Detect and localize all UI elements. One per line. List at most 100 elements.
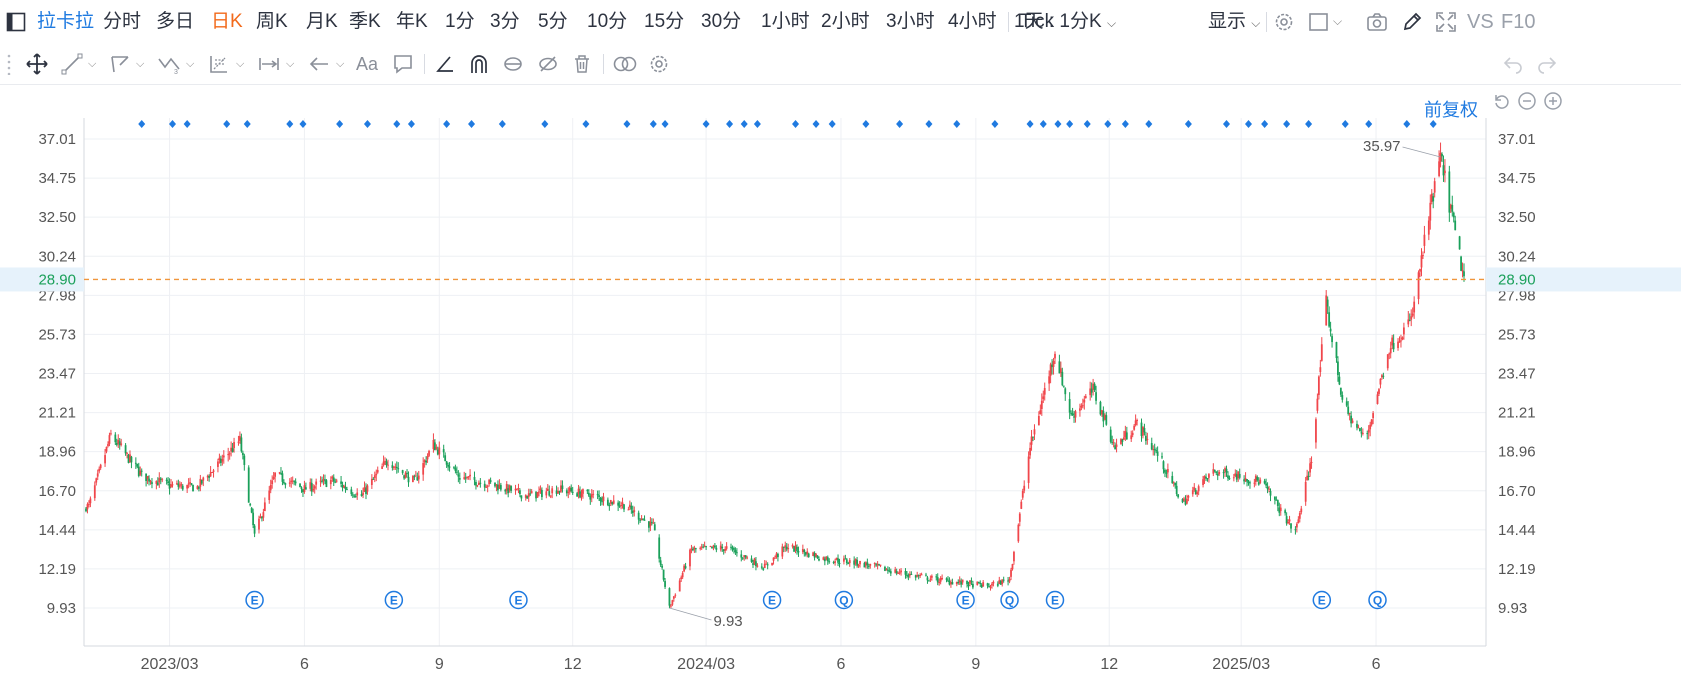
candle-body-down: [1460, 256, 1462, 271]
candle-body-down: [1140, 422, 1143, 436]
period-tab[interactable]: 4小时: [948, 11, 997, 32]
chevron-down-icon[interactable]: ⌵: [88, 58, 97, 70]
price-label-bg-right: [1486, 267, 1681, 292]
event-marker-icon[interactable]: [384, 590, 404, 610]
settings-icon[interactable]: [1273, 11, 1295, 33]
f10-button[interactable]: F10: [1501, 11, 1536, 33]
comment-icon[interactable]: [392, 44, 414, 84]
redo-icon[interactable]: [1536, 44, 1558, 84]
candle-body-down: [401, 470, 404, 474]
display-menu[interactable]: 显示 ⌵: [1208, 0, 1260, 44]
compare-icon[interactable]: [612, 44, 638, 84]
event-marker-icon[interactable]: [1368, 590, 1387, 610]
period-tab[interactable]: 1小时: [761, 11, 810, 32]
candle-body-up: [864, 562, 867, 566]
event-marker-icon[interactable]: [245, 590, 264, 610]
wave-pattern-icon[interactable]: 3: [157, 44, 181, 84]
event-marker-icon[interactable]: [1312, 590, 1332, 610]
period-tab[interactable]: 2小时: [821, 11, 870, 32]
period-tab[interactable]: Tick: [1020, 11, 1055, 32]
candle-body-up: [557, 490, 559, 494]
period-tab[interactable]: 周K: [256, 11, 288, 32]
magnet-icon[interactable]: [468, 44, 490, 84]
candle-body-down: [1408, 319, 1411, 321]
event-marker-label: E: [1318, 594, 1326, 608]
y-axis-tick-label-left: 32.50: [38, 209, 76, 226]
reset-chart-icon[interactable]: [1491, 91, 1511, 111]
hide-drawings-icon[interactable]: [537, 44, 559, 84]
period-tab[interactable]: 30分: [701, 11, 742, 32]
chevron-down-icon[interactable]: ⌵: [136, 58, 145, 70]
chevron-down-icon[interactable]: ⌵: [286, 58, 295, 70]
vs-button[interactable]: VS: [1467, 11, 1494, 33]
candle-body-down: [608, 505, 611, 507]
period-tab[interactable]: 季K: [349, 11, 381, 32]
candle-body-up: [1166, 469, 1169, 473]
period-tab[interactable]: 3小时: [886, 11, 935, 32]
candle-body-down: [115, 442, 118, 445]
chevron-down-icon[interactable]: ⌵: [336, 58, 345, 70]
custom-period-select[interactable]: 1天 : 1分K ⌵: [1014, 0, 1116, 44]
chevron-down-icon[interactable]: ⌵: [186, 58, 195, 70]
candle-body-up: [652, 522, 655, 524]
period-tab[interactable]: 5分: [538, 11, 568, 32]
candle-body-up: [1316, 398, 1319, 411]
candle-body-down: [391, 465, 394, 468]
text-tool-button[interactable]: Aa: [356, 53, 379, 74]
event-marker-icon[interactable]: [509, 590, 528, 610]
divider: [603, 54, 604, 74]
sidebar-toggle-icon[interactable]: [6, 12, 26, 32]
chevron-down-icon[interactable]: ⌵: [236, 58, 245, 70]
toolbar-settings-icon[interactable]: [648, 44, 670, 84]
price-adjust-select[interactable]: 前复权: [1424, 100, 1478, 120]
arrow-left-icon[interactable]: [308, 44, 330, 84]
undo-icon[interactable]: [1502, 44, 1524, 84]
period-tab[interactable]: 10分: [587, 11, 628, 32]
candle-body-up: [627, 509, 630, 511]
candle-body-down: [960, 581, 963, 585]
period-tab[interactable]: 日K: [211, 11, 243, 32]
event-marker-icon[interactable]: [1000, 590, 1019, 610]
event-marker-label: E: [251, 594, 259, 608]
candle-body-up: [95, 478, 98, 483]
period-tab[interactable]: 3分: [490, 11, 520, 32]
period-tab[interactable]: 多日: [156, 11, 195, 32]
event-marker-icon[interactable]: [762, 590, 782, 610]
candle-body-up: [806, 551, 809, 555]
candle-body-down: [208, 475, 211, 478]
trend-line-icon[interactable]: [61, 44, 83, 84]
event-marker-icon[interactable]: [956, 590, 975, 610]
period-tab[interactable]: 月K: [306, 11, 338, 32]
period-tab[interactable]: 年K: [396, 11, 428, 32]
zoom-out-icon[interactable]: [1517, 91, 1537, 111]
pencil-icon[interactable]: [1401, 11, 1423, 33]
period-tab[interactable]: 分时: [103, 11, 142, 32]
signal-diamond-icon: [183, 120, 191, 128]
candle-body-up: [98, 468, 101, 472]
measure-icon[interactable]: [258, 44, 280, 84]
zoom-in-icon[interactable]: [1543, 91, 1563, 111]
fibonacci-icon[interactable]: [208, 44, 230, 84]
candlestick-chart[interactable]: 2023/03 6 9 12 2024/03 6 9 12 2025/03 6 37.01 37.01…: [0, 85, 1681, 688]
signal-diamond-icon: [1223, 120, 1231, 128]
sync-drawing-icon[interactable]: [502, 44, 524, 84]
candle-body-down: [168, 483, 171, 489]
candle-body-down: [606, 499, 609, 506]
chevron-down-icon[interactable]: ⌵: [1333, 14, 1343, 28]
stock-title[interactable]: 拉卡拉: [37, 11, 95, 32]
parallel-channel-icon[interactable]: [109, 44, 131, 84]
trash-icon[interactable]: [571, 44, 593, 84]
candle-body-up: [1042, 396, 1045, 399]
candle-body-up: [703, 545, 706, 547]
camera-icon[interactable]: [1366, 11, 1388, 33]
angle-icon[interactable]: [434, 44, 456, 84]
move-cross-icon[interactable]: [25, 44, 49, 84]
layout-icon[interactable]: [1308, 11, 1330, 33]
event-marker-icon[interactable]: [1045, 590, 1065, 610]
candle-body-up: [1402, 327, 1405, 335]
fullscreen-icon[interactable]: [1435, 11, 1457, 33]
period-tab[interactable]: 15分: [644, 11, 685, 32]
event-marker-icon[interactable]: [834, 590, 854, 610]
period-tab[interactable]: 1分: [445, 11, 475, 32]
candle-body-down: [856, 559, 858, 566]
